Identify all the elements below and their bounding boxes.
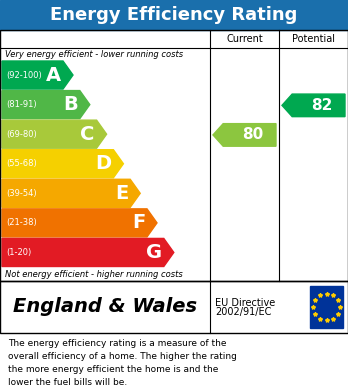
- Text: (55-68): (55-68): [6, 159, 37, 168]
- Polygon shape: [2, 179, 140, 207]
- Text: 80: 80: [242, 127, 263, 142]
- Text: (39-54): (39-54): [6, 189, 37, 198]
- Polygon shape: [2, 120, 106, 148]
- Bar: [310, 286, 343, 328]
- Text: E: E: [115, 184, 128, 203]
- Polygon shape: [2, 61, 73, 89]
- Polygon shape: [2, 239, 174, 267]
- Text: F: F: [132, 213, 145, 232]
- Bar: [0, 30, 348, 281]
- Text: the more energy efficient the home is and the: the more energy efficient the home is an…: [8, 365, 219, 374]
- Bar: [0, 0, 348, 30]
- Text: D: D: [95, 154, 111, 173]
- Text: Potential: Potential: [292, 34, 335, 44]
- Text: Energy Efficiency Rating: Energy Efficiency Rating: [50, 6, 298, 24]
- Text: England & Wales: England & Wales: [13, 298, 197, 316]
- Text: lower the fuel bills will be.: lower the fuel bills will be.: [8, 378, 127, 387]
- Text: Very energy efficient - lower running costs: Very energy efficient - lower running co…: [5, 50, 183, 59]
- Text: B: B: [63, 95, 78, 114]
- Polygon shape: [2, 91, 90, 118]
- Text: (81-91): (81-91): [6, 100, 37, 109]
- Text: 2002/91/EC: 2002/91/EC: [215, 307, 271, 317]
- Text: (1-20): (1-20): [6, 248, 31, 257]
- Text: A: A: [46, 66, 61, 84]
- Polygon shape: [2, 209, 157, 237]
- Polygon shape: [213, 124, 276, 146]
- Text: 82: 82: [311, 98, 332, 113]
- Text: C: C: [80, 125, 95, 143]
- Text: Not energy efficient - higher running costs: Not energy efficient - higher running co…: [5, 270, 183, 279]
- Text: G: G: [146, 243, 162, 262]
- Text: overall efficiency of a home. The higher the rating: overall efficiency of a home. The higher…: [8, 352, 237, 361]
- Text: Current: Current: [226, 34, 263, 44]
- Text: EU Directive: EU Directive: [215, 298, 275, 308]
- Text: (69-80): (69-80): [6, 130, 37, 139]
- Polygon shape: [2, 150, 124, 178]
- Text: (21-38): (21-38): [6, 219, 37, 228]
- Bar: [0, 281, 348, 333]
- Text: (92-100): (92-100): [6, 70, 42, 79]
- Polygon shape: [282, 94, 345, 117]
- Text: The energy efficiency rating is a measure of the: The energy efficiency rating is a measur…: [8, 339, 227, 348]
